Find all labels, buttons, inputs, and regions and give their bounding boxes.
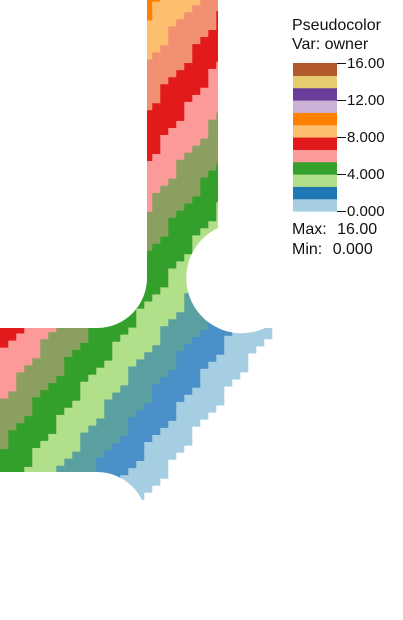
legend-tick-label: 8.000 [347,129,385,146]
legend-tick-mark [337,137,346,138]
legend-color-swatch [293,75,337,89]
legend-color-swatch [293,87,337,101]
legend-color-swatch [293,149,337,163]
legend-min-value: 0.000 [332,241,373,258]
legend-color-swatch [293,186,337,200]
legend-color-swatch [293,161,337,175]
legend-color-swatch [293,100,337,113]
legend-tick-mark [337,211,346,212]
legend-color-swatch [293,112,337,126]
legend-min-label: Min: [292,241,323,258]
legend-variable: Var: owner [292,36,369,53]
legend-tick-label: 16.00 [347,55,385,72]
legend-color-swatch [293,137,337,150]
legend-max-value: 16.00 [337,221,378,238]
legend-color-swatch [293,124,337,138]
color-legend-bar [293,63,337,212]
legend-tick-label: 4.000 [347,166,385,183]
legend-color-swatch [293,174,337,187]
legend-tick-label: 12.00 [347,92,385,109]
legend-max-label: Max: [292,221,327,238]
legend-tick-mark [337,100,346,101]
legend-color-swatch [293,63,337,76]
legend-tick-mark [337,63,346,64]
legend-tick-mark [337,174,346,175]
legend-max: Max: 16.00 [292,222,377,238]
legend-color-swatch [293,198,337,212]
legend-tick-label: 0.000 [347,203,385,220]
legend-min: Min: 0.000 [292,242,373,258]
legend-title: Pseudocolor [292,17,381,34]
